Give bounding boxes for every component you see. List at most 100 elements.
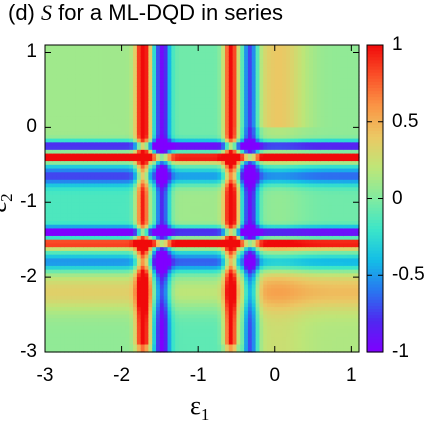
heatmap-cell: [244, 112, 249, 117]
heatmap-cell: [224, 243, 230, 248]
heatmap-cell: [175, 307, 180, 312]
heatmap-cell: [83, 168, 88, 173]
heatmap-cell: [217, 97, 222, 102]
heatmap-cell: [156, 194, 161, 200]
heatmap-cell: [171, 131, 176, 136]
heatmap-cell: [182, 176, 188, 181]
heatmap-cell: [121, 56, 127, 61]
heatmap-cell: [202, 142, 207, 147]
heatmap-cell: [228, 45, 234, 50]
heatmap-cell: [236, 149, 241, 155]
heatmap-cell: [67, 277, 73, 282]
heatmap-cell: [182, 299, 188, 304]
heatmap-cell: [251, 183, 257, 188]
heatmap-cell: [125, 232, 130, 237]
heatmap-cell: [205, 168, 211, 173]
heatmap-cell: [156, 183, 161, 188]
heatmap-cell: [106, 217, 111, 222]
heatmap-cell: [152, 325, 157, 331]
heatmap-cell: [251, 172, 257, 177]
heatmap-cell: [140, 273, 146, 278]
heatmap-cell: [209, 239, 215, 245]
heatmap-cell: [209, 131, 215, 136]
heatmap-cell: [232, 153, 238, 158]
heatmap-cell: [87, 71, 92, 76]
heatmap-cell: [186, 277, 192, 282]
heatmap-cell: [232, 325, 238, 331]
heatmap-cell: [167, 284, 172, 289]
heatmap-cell: [60, 63, 65, 69]
heatmap-cell: [240, 71, 245, 76]
heatmap-cell: [194, 104, 199, 110]
heatmap-cell: [102, 82, 107, 87]
heatmap-cell: [156, 198, 161, 203]
heatmap-cell: [263, 224, 268, 230]
heatmap-cell: [140, 123, 146, 128]
heatmap-cell: [48, 89, 54, 95]
heatmap-cell: [110, 337, 115, 342]
heatmap-cell: [102, 318, 107, 323]
heatmap-cell: [167, 161, 172, 166]
heatmap-cell: [52, 131, 58, 136]
heatmap-cell: [182, 329, 188, 334]
heatmap-cell: [240, 168, 245, 173]
heatmap-cell: [209, 187, 215, 192]
heatmap-cell: [190, 191, 195, 196]
heatmap-cell: [129, 273, 134, 278]
heatmap-cell: [67, 146, 73, 151]
heatmap-cell: [255, 280, 261, 286]
heatmap-cell: [113, 307, 119, 312]
heatmap-cell: [87, 228, 92, 233]
heatmap-cell: [171, 220, 176, 226]
heatmap-cell: [263, 119, 268, 125]
heatmap-cell: [71, 303, 77, 308]
heatmap-cell: [221, 149, 226, 155]
heatmap-cell: [79, 45, 84, 50]
heatmap-cell: [274, 168, 280, 173]
heatmap-cell: [163, 250, 169, 256]
heatmap-cell: [121, 123, 127, 128]
heatmap-cell: [267, 48, 272, 54]
heatmap-cell: [102, 250, 107, 256]
heatmap-cell: [156, 86, 161, 91]
heatmap-cell: [217, 108, 222, 113]
heatmap-cell: [217, 303, 222, 308]
heatmap-cell: [117, 333, 123, 338]
heatmap-cell: [129, 209, 134, 215]
heatmap-cell: [129, 164, 134, 170]
heatmap-cell: [133, 217, 138, 222]
heatmap-cell: [244, 78, 249, 84]
heatmap-cell: [129, 310, 134, 316]
heatmap-cell: [163, 172, 169, 177]
heatmap-cell: [102, 59, 107, 65]
heatmap-cell: [244, 205, 249, 211]
heatmap-cell: [71, 262, 77, 267]
heatmap-cell: [270, 292, 276, 297]
heatmap-cell: [110, 149, 115, 155]
heatmap-cell: [67, 176, 73, 181]
heatmap-cell: [148, 157, 153, 162]
heatmap-cell: [186, 153, 192, 158]
heatmap-cell: [117, 71, 123, 76]
heatmap-cell: [259, 198, 264, 203]
heatmap-cell: [217, 71, 222, 76]
heatmap-cell: [67, 247, 73, 252]
heatmap-cell: [152, 108, 157, 113]
heatmap-cell: [71, 318, 77, 323]
heatmap-cell: [94, 284, 100, 289]
heatmap-cell: [232, 220, 238, 226]
heatmap-cell: [106, 314, 111, 319]
heatmap-cell: [125, 52, 130, 57]
heatmap-cell: [186, 59, 192, 65]
heatmap-cell: [202, 194, 207, 200]
heatmap-cell: [175, 273, 180, 278]
heatmap-cell: [98, 262, 104, 267]
heatmap-cell: [113, 67, 119, 72]
heatmap-cell: [136, 112, 142, 117]
heatmap-cell: [251, 235, 257, 241]
heatmap-cell: [228, 56, 234, 61]
heatmap-cell: [90, 123, 96, 128]
heatmap-cell: [52, 224, 58, 230]
heatmap-cell: [179, 86, 184, 91]
heatmap-cell: [190, 292, 195, 297]
